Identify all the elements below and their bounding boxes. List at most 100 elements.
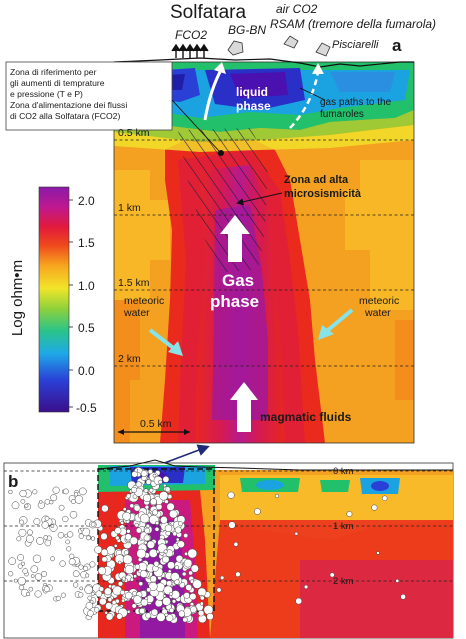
hypocenter-marker: [129, 536, 138, 545]
hypocenter-marker: [181, 571, 187, 577]
hypocenter-marker: [80, 527, 85, 532]
hypocenter-marker: [97, 566, 107, 575]
hypocenter-marker: [90, 536, 96, 541]
depth-label-0-5km: 0.5 km: [118, 127, 150, 139]
hypocenter-marker: [124, 533, 132, 541]
hypocenter-marker: [152, 473, 157, 478]
hypocenter-marker: [90, 522, 96, 527]
hypocenter-marker: [145, 479, 152, 485]
hypocenter-marker: [395, 579, 400, 583]
bg-bn-marker: [227, 40, 244, 56]
hypocenter-marker: [124, 591, 133, 600]
hypocenter-marker: [220, 575, 225, 580]
hypocenter-marker: [148, 548, 158, 558]
hypocenter-marker: [57, 532, 65, 539]
hypocenter-marker: [18, 528, 27, 537]
callout-line-4: Zona d'alimentazione dei flussi: [10, 100, 127, 110]
hypocenter-marker: [164, 612, 169, 617]
gas-path-arrow-right: [289, 71, 320, 129]
hypocenter-marker: [16, 536, 22, 542]
hypocenter-marker: [41, 521, 49, 529]
earthquake-hypocenters: [7, 467, 406, 624]
gas-phase-label-2: phase: [210, 292, 259, 311]
hypocenter-marker: [175, 537, 180, 542]
hypocenter-marker: [105, 602, 113, 610]
gas-paths-leader: [299, 87, 326, 101]
hypocenter-marker: [172, 531, 178, 537]
meteoric-left-arrow-shaft: [148, 328, 178, 352]
hypocenter-marker: [162, 483, 167, 488]
hypocenter-marker: [98, 586, 105, 592]
gas-upflow-arrow: [220, 215, 250, 262]
hypocenter-marker: [22, 568, 29, 574]
hypocenter-marker: [44, 516, 50, 521]
hypocenter-marker: [70, 499, 76, 505]
hypocenter-marker: [133, 595, 142, 604]
hypocenter-marker: [178, 610, 186, 618]
gas-phase-label-1: Gas: [222, 271, 254, 290]
hypocenter-marker: [107, 597, 113, 602]
meteoric-right-label-2: water: [364, 307, 391, 319]
hypocenter-marker: [129, 577, 134, 582]
hypocenter-marker: [376, 551, 380, 555]
hypocenter-marker: [149, 575, 157, 583]
hypocenter-marker: [169, 607, 175, 613]
hypocenter-marker: [143, 534, 151, 542]
hypocenter-marker: [52, 486, 60, 494]
hypocenter-marker: [30, 565, 39, 573]
hypocenter-marker: [104, 587, 112, 596]
hypocenter-marker: [83, 565, 89, 571]
svg-text:gas paths to the fumarol: gas paths to the fumaroles: [320, 97, 394, 120]
hypocenter-marker: [177, 540, 185, 549]
surface-profile-b: [97, 459, 453, 471]
gas-paths-label-2: fumaroles: [320, 109, 364, 120]
hypocenter-marker: [13, 578, 18, 583]
hypocenter-marker: [133, 504, 141, 512]
seismic-zone-label-2: microsismicità: [284, 188, 362, 200]
hypocenter-marker: [55, 595, 61, 601]
hypocenter-marker: [87, 595, 93, 601]
hypocenter-marker: [116, 613, 123, 620]
hypocenter-marker: [166, 580, 173, 587]
hypocenter-marker: [303, 584, 309, 590]
hypocenter-marker: [144, 504, 150, 510]
hypocenter-marker: [119, 589, 126, 596]
hypocenter-marker: [44, 539, 52, 547]
hypocenter-marker: [18, 584, 25, 591]
meteoric-left-label-1: meteoric: [124, 295, 164, 307]
hypocenter-marker: [25, 591, 31, 597]
hypocenter-marker: [72, 582, 79, 588]
hypocenter-marker: [346, 511, 353, 517]
hypocenter-marker: [126, 529, 131, 534]
svg-text:Zona ad alta microsismic: Zona ad alta microsismicità: [284, 174, 362, 200]
pisciarelli-label: Pisciarelli: [332, 39, 379, 51]
gas-path-arrowhead-right: [312, 63, 324, 74]
pisciarelli-marker: [315, 42, 331, 57]
colorbar-tick-minus-0-5: -0.5: [76, 401, 97, 415]
colorbar-axis-label: Log ohm•m: [9, 260, 26, 336]
hypocenter-marker: [50, 494, 58, 502]
hypocenter-marker: [66, 531, 74, 538]
hypocenter-marker: [155, 520, 160, 526]
hypocenter-marker: [62, 515, 69, 523]
hypocenter-marker: [146, 540, 155, 549]
hypocenter-marker: [117, 581, 124, 587]
hypocenter-marker: [85, 573, 90, 578]
hypocenter-marker: [25, 534, 34, 543]
hypocenter-marker: [86, 535, 91, 541]
hypocenter-marker: [78, 487, 87, 496]
hypocenter-marker: [19, 489, 27, 498]
hypocenter-marker: [65, 539, 70, 545]
hypocenter-marker: [143, 540, 148, 545]
fco2-arrows: [171, 43, 209, 58]
resistivity-section-b: [4, 465, 453, 638]
panel-a: Solfatara a FCO2 BG-BN air CO2 RSAM (tre…: [5, 2, 436, 444]
hypocenter-marker: [135, 481, 142, 488]
hypocenter-marker: [131, 603, 137, 609]
hypocenter-marker: [43, 586, 50, 593]
hypocenter-marker: [233, 541, 239, 547]
hypocenter-marker: [148, 488, 154, 493]
colorbar-tick-1-5: 1.5: [78, 236, 95, 250]
reference-zone-callout: Zona di riferimento per gli aumenti di t…: [5, 61, 224, 156]
